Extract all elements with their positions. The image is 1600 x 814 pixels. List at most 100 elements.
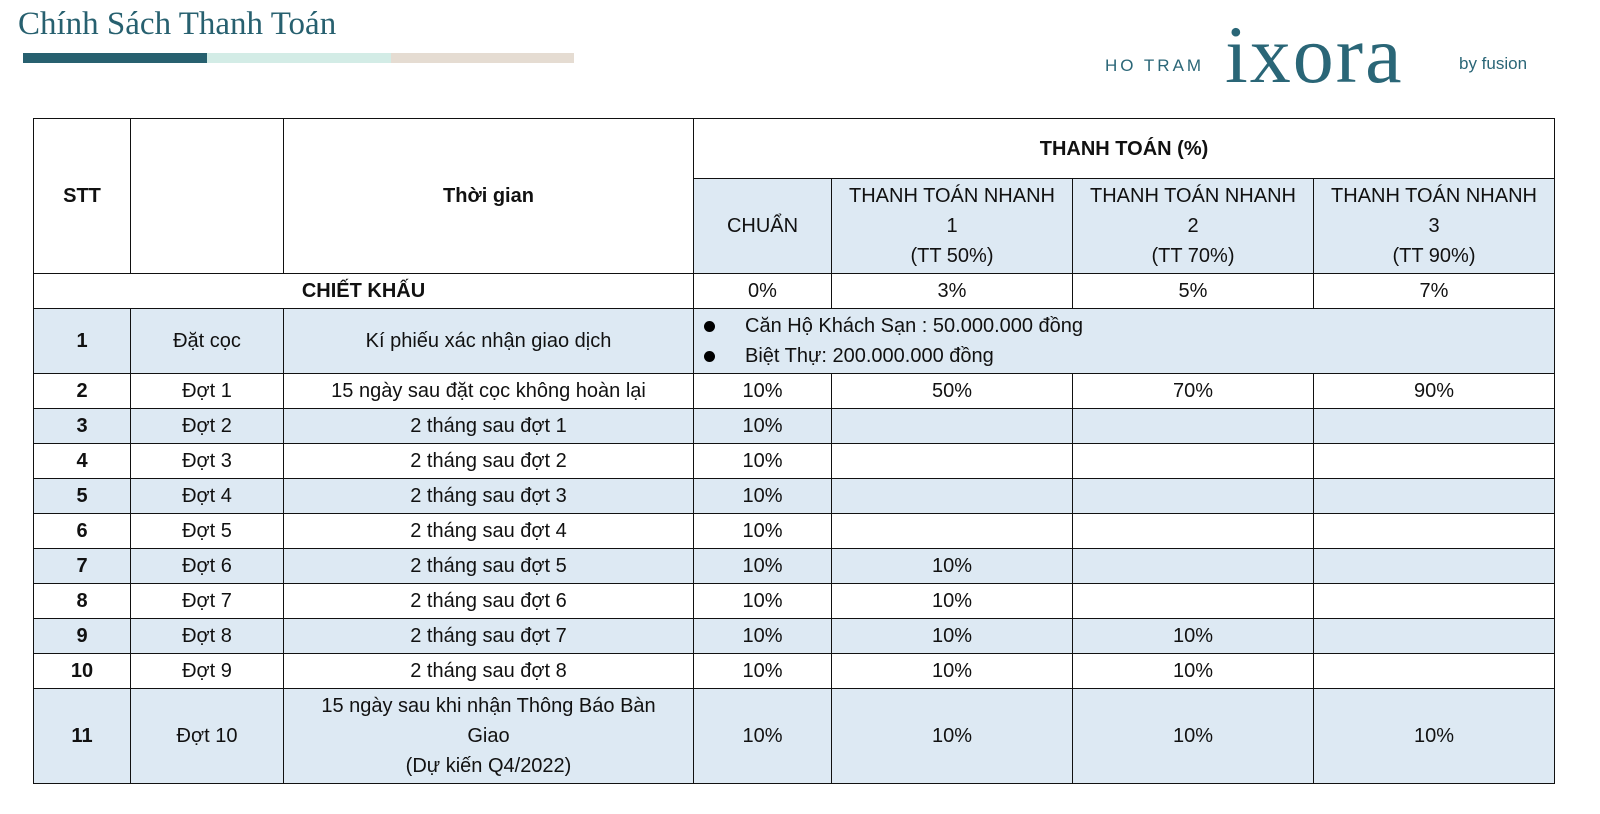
row-value: [1312, 618, 1556, 654]
time-line: Giao: [467, 725, 510, 747]
row-stage: Đợt 8: [130, 618, 284, 654]
header-payment: THANH TOÁN (%): [692, 118, 1556, 179]
row-value: [1312, 548, 1556, 584]
row-value: [1072, 548, 1314, 584]
row-value: [1312, 583, 1556, 619]
row-stt: 11: [33, 688, 131, 784]
row-value: 10%: [1312, 688, 1556, 784]
logo-suffix: by fusion: [1459, 54, 1528, 73]
logo-prefix: HO TRAM: [1105, 56, 1205, 75]
row-stt: 5: [33, 478, 131, 514]
deposit-item: Biệt Thự: 200.000.000 đồng: [745, 345, 994, 367]
row-value: 10%: [693, 373, 832, 409]
row-stt: 7: [33, 548, 131, 584]
row-value: [831, 443, 1073, 479]
row-time: 2 tháng sau đợt 6: [283, 583, 694, 619]
row-value: 10%: [693, 443, 832, 479]
header-plan: CHUẨN: [693, 178, 832, 274]
plan-label-line: THANH TOÁN NHANH: [1090, 185, 1296, 207]
discount-value: 0%: [693, 273, 832, 309]
row-stage: Đợt 3: [130, 443, 284, 479]
time-line: (Dự kiến Q4/2022): [405, 755, 572, 777]
table-row-deposit: 1 Đặt cọc Kí phiếu xác nhận giao dịch Că…: [33, 308, 1556, 374]
row-time: 2 tháng sau đợt 4: [283, 513, 694, 549]
row-value: [1312, 513, 1556, 549]
row-value: [1072, 478, 1314, 514]
header-plan: THANH TOÁN NHANH 1 (TT 50%): [831, 178, 1073, 274]
row-stage: Đợt 7: [130, 583, 284, 619]
row-stt: 4: [33, 443, 131, 479]
ixora-logo: HO TRAM ixora by fusion: [1103, 9, 1543, 100]
row-stt: 8: [33, 583, 131, 619]
header-time: Thời gian: [283, 118, 694, 274]
row-value: 10%: [1072, 688, 1314, 784]
row-time: 2 tháng sau đợt 1: [283, 408, 694, 444]
plan-label-line: (TT 50%): [910, 245, 994, 267]
row-value: [1072, 583, 1314, 619]
row-value: 10%: [693, 688, 832, 784]
bullet-icon: [704, 350, 715, 362]
row-stt: 2: [33, 373, 131, 409]
row-value: 10%: [693, 513, 832, 549]
row-stt: 6: [33, 513, 131, 549]
discount-value: 5%: [1072, 273, 1314, 309]
row-value: [1072, 513, 1314, 549]
row-stage: Đợt 5: [130, 513, 284, 549]
time-line: 15 ngày sau khi nhận Thông Báo Bàn: [321, 695, 656, 717]
row-value: 50%: [831, 373, 1073, 409]
bullet-icon: [704, 320, 715, 332]
row-value: 10%: [693, 408, 832, 444]
discount-value: 3%: [831, 273, 1073, 309]
row-value: 10%: [693, 548, 832, 584]
row-value: [1312, 408, 1556, 444]
header-stage: [130, 118, 284, 274]
row-value: 10%: [693, 583, 832, 619]
row-stt: 1: [33, 308, 131, 374]
row-value: 10%: [1072, 653, 1314, 689]
row-stage: Đợt 4: [130, 478, 284, 514]
discount-value: 7%: [1312, 273, 1556, 309]
row-value: 10%: [693, 478, 832, 514]
row-value: 10%: [831, 653, 1073, 689]
discount-label: CHIẾT KHẤU: [33, 273, 694, 309]
row-stt: 10: [33, 653, 131, 689]
table-row: 11 Đợt 10 15 ngày sau khi nhận Thông Báo…: [33, 688, 1556, 784]
row-time: 2 tháng sau đợt 2: [283, 443, 694, 479]
plan-label-line: THANH TOÁN NHANH: [849, 185, 1055, 207]
row-value: [831, 513, 1073, 549]
accent-bar-mint: [207, 53, 391, 63]
row-value: [831, 408, 1073, 444]
row-time: 15 ngày sau khi nhận Thông Báo Bàn Giao (D…: [283, 688, 694, 784]
table-row: 2 Đợt 1 15 ngày sau đặt cọc không hoàn lại…: [33, 373, 1556, 409]
row-value: 70%: [1072, 373, 1314, 409]
row-value: [1072, 408, 1314, 444]
row-value: [1312, 478, 1556, 514]
row-value: 10%: [831, 618, 1073, 654]
row-value: 10%: [1072, 618, 1314, 654]
row-stt: 9: [33, 618, 131, 654]
row-time: 2 tháng sau đợt 3: [283, 478, 694, 514]
row-time: 2 tháng sau đợt 8: [283, 653, 694, 689]
row-value: 10%: [831, 548, 1073, 584]
header-plan: THANH TOÁN NHANH 3 (TT 90%): [1312, 178, 1556, 274]
deposit-item: Căn Hộ Khách Sạn : 50.000.000 đồng: [745, 315, 1084, 337]
row-stage: Đợt 10: [130, 688, 284, 784]
plan-label-line: THANH TOÁN NHANH: [1331, 185, 1537, 207]
row-time: 2 tháng sau đợt 5: [283, 548, 694, 584]
row-time: Kí phiếu xác nhận giao dịch: [283, 308, 694, 374]
payment-schedule-table: STT Thời gian THANH TOÁN (%) CHUẨN THANH …: [33, 118, 1556, 784]
row-stage: Đợt 9: [130, 653, 284, 689]
accent-bar-dark: [23, 53, 207, 63]
row-stage: Đợt 1: [130, 373, 284, 409]
plan-label-line: 3: [1428, 215, 1440, 237]
row-value: [1072, 443, 1314, 479]
row-value: [1312, 443, 1556, 479]
deposit-amounts: Căn Hộ Khách Sạn : 50.000.000 đồng Biệt …: [692, 308, 1556, 374]
